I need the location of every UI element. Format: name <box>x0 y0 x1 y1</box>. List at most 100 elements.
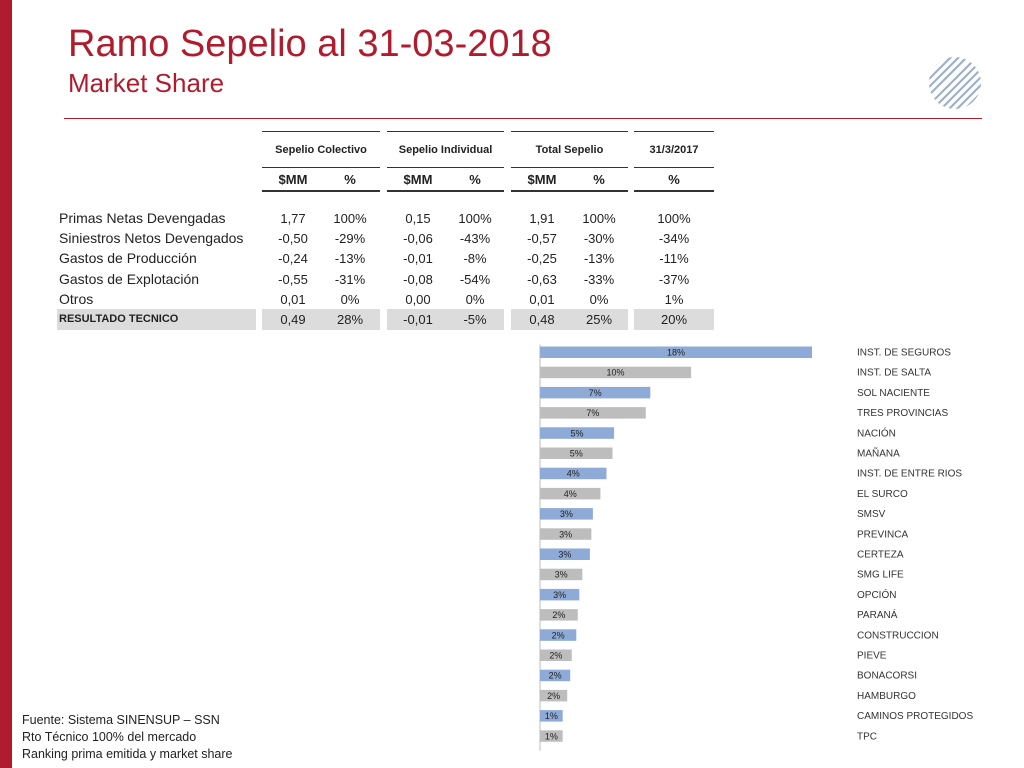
table-cell: 1,77 <box>280 211 306 226</box>
chart-bar <box>540 346 812 358</box>
chart-bar <box>540 669 571 682</box>
table-cell: -13% <box>583 251 615 267</box>
table-rule <box>511 167 628 168</box>
table-cell: -0,24 <box>278 251 308 267</box>
table-cell: -54% <box>459 271 491 287</box>
chart-bar <box>540 710 563 722</box>
result-cell: 28% <box>336 312 364 327</box>
result-row-bg <box>634 309 714 330</box>
chart-data-label: 5% <box>571 428 584 438</box>
chart-category-label: NACIÓN <box>857 426 896 439</box>
table-rule <box>387 167 504 168</box>
chart-category-label: EL SURCO <box>857 489 908 500</box>
chart-bar <box>540 588 580 601</box>
row-label: Gastos de Producción <box>59 250 197 267</box>
chart-category-label: INST. DE SALTA <box>857 368 931 379</box>
table-cell: 0,01 <box>529 291 555 307</box>
company-logo-icon <box>929 57 981 109</box>
group-header: 31/3/2017 <box>649 144 699 156</box>
chart-bar <box>540 386 651 399</box>
table-cell: -8% <box>463 251 487 267</box>
chart-bar <box>540 528 592 540</box>
table-rule <box>387 131 504 132</box>
chart-data-label: 5% <box>570 449 583 459</box>
column-header: % <box>469 172 481 187</box>
chart-bar <box>540 568 583 581</box>
chart-bar <box>540 730 563 742</box>
chart-bar <box>540 629 577 641</box>
title-divider <box>64 118 982 119</box>
table-cell: 100% <box>458 211 492 226</box>
result-row-bg <box>57 309 256 330</box>
chart-category-label: HAMBURGO <box>857 691 916 702</box>
result-row-bg <box>387 309 504 330</box>
chart-data-label: 7% <box>586 408 599 418</box>
footer-notes: Fuente: Sistema SINENSUP – SSN Rto Técni… <box>22 712 233 763</box>
table-cell: 0% <box>465 291 485 307</box>
chart-data-label: 4% <box>564 489 577 499</box>
result-cell: -0,01 <box>403 312 433 327</box>
table-cell: -0,01 <box>403 251 433 267</box>
chart-data-label: 7% <box>589 388 602 398</box>
chart-category-label: TPC <box>857 731 877 742</box>
row-label: Primas Netas Devengadas <box>59 210 226 226</box>
table-rule <box>262 167 380 168</box>
column-header: % <box>593 172 605 187</box>
result-cell: 20% <box>660 312 688 327</box>
chart-bar <box>540 366 692 379</box>
chart-data-label: 18% <box>667 348 685 358</box>
chart-data-label: 3% <box>555 570 568 580</box>
chart-bar <box>540 407 646 419</box>
chart-bar <box>540 508 593 520</box>
chart-data-label: 2% <box>547 691 560 701</box>
chart-data-label: 2% <box>552 610 565 620</box>
chart-data-label: 1% <box>545 711 558 721</box>
chart-data-label: 3% <box>558 550 571 560</box>
column-header: $MM <box>278 172 308 187</box>
left-accent-bar <box>0 0 12 768</box>
chart-data-label: 4% <box>567 469 580 479</box>
chart-data-label: 3% <box>559 529 572 539</box>
table-cell: 0,00 <box>405 291 431 307</box>
table-cell: -0,50 <box>278 231 308 247</box>
chart-category-label: CAMINOS PROTEGIDOS <box>857 711 973 722</box>
table-cell: -31% <box>334 271 366 287</box>
table-rule <box>634 190 714 192</box>
result-cell: 0,49 <box>280 312 306 327</box>
chart-category-label: SOL NACIENTE <box>857 388 930 399</box>
chart-data-label: 2% <box>549 671 562 681</box>
group-header: Sepelio Colectivo <box>275 144 367 156</box>
result-row-bg <box>511 309 628 330</box>
result-row-bg <box>262 309 380 330</box>
table-cell: -34% <box>658 231 690 247</box>
chart-category-label: PREVINCA <box>857 529 908 540</box>
chart-category-label: INST. DE SEGUROS <box>857 348 951 359</box>
footer-note: Ranking prima emitida y market share <box>22 747 233 761</box>
chart-bar <box>540 487 601 500</box>
chart-data-label: 3% <box>553 590 566 600</box>
table-cell: -0,55 <box>278 271 308 287</box>
chart-category-label: PIEVE <box>857 651 887 662</box>
table-cell: 1% <box>664 291 684 307</box>
chart-category-label: PARANÁ <box>857 608 898 621</box>
group-header: Total Sepelio <box>535 144 604 156</box>
table-cell: -0,25 <box>527 251 557 267</box>
chart-bar <box>540 427 615 439</box>
page-title: Ramo Sepelio al 31-03-2018 <box>68 23 552 65</box>
chart-category-label: SMSV <box>857 509 886 520</box>
row-label: Siniestros Netos Devengados <box>59 230 244 247</box>
chart-category-label: OPCIÓN <box>857 588 896 601</box>
result-row-label: RESULTADO TECNICO <box>59 313 179 325</box>
table-cell: 100% <box>582 211 616 226</box>
chart-data-label: 10% <box>607 368 625 378</box>
chart-data-label: 2% <box>552 630 565 640</box>
chart-category-label: TRES PROVINCIAS <box>857 408 948 419</box>
column-header: $MM <box>527 172 557 187</box>
chart-category-label: CONSTRUCCION <box>857 630 939 641</box>
table-cell: -43% <box>459 231 491 247</box>
chart-category-label: INST. DE ENTRE RIOS <box>857 469 962 480</box>
table-rule <box>511 131 628 132</box>
table-cell: 0% <box>589 291 609 307</box>
table-cell: 0,15 <box>405 211 431 226</box>
